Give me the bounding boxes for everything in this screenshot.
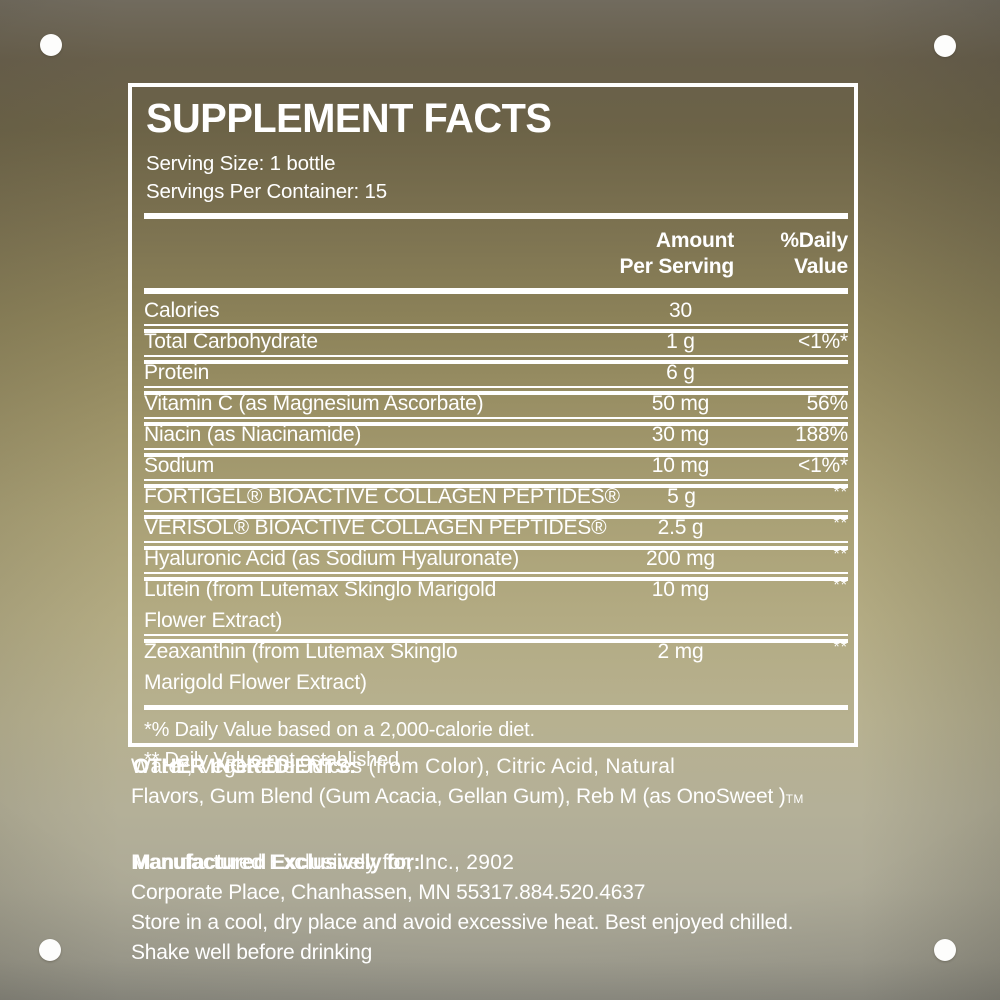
footnotes: *% Daily Value based on a 2,000-calorie … [144,715,848,775]
nutrient-amount: 30 [668,299,692,322]
nutrient-row: Niacin (as Niacinamide) 30 mg 188% [144,419,848,450]
row-separator [144,324,848,333]
nutrient-daily-value: 188% [795,423,848,446]
nutrient-row: Protein 6 g [144,357,848,388]
serving-size: Serving Size: 1 bottle [146,152,336,175]
nutrient-row: Sodium 10 mg <1%* [144,450,848,481]
nutrient-daily-value: ** [833,515,848,532]
nutrient-name: Hyaluronic Acid (as Sodium Hyaluronate) [144,547,520,570]
nutrient-amount: 5 g [667,485,696,508]
row-separator [144,448,848,457]
nutrient-name: Sodium [144,454,215,477]
trademark-suffix: TM [785,792,804,806]
nutrient-amount: 6 g [666,361,695,384]
row-separator [144,479,848,488]
nutrient-amount: 1 g [666,330,695,353]
nutrient-row: Calories 30 [144,295,848,326]
nutrient-amount: 10 mg [651,454,710,477]
nutrient-row: FORTIGEL® BIOACTIVE COLLAGEN PEPTIDES® 5 … [144,481,848,512]
nutrient-name: Protein [144,361,210,384]
nutrient-row: Lutein (from Lutemax Skinglo Marigold Flo… [144,574,848,636]
nutrient-name: VERISOL® BIOACTIVE COLLAGEN PEPTIDES® [144,516,607,539]
supplement-facts-panel: SUPPLEMENT FACTS Serving Size: 1 bottle … [128,83,858,771]
row-separator [144,386,848,395]
nutrient-daily-value: ** [833,577,848,594]
nutrient-amount: 50 mg [651,392,710,415]
nutrient-row: Vitamin C (as Magnesium Ascorbate) 50 mg 5… [144,388,848,419]
nutrient-name: Niacin (as Niacinamide) [144,423,362,446]
nutrient-daily-value: ** [833,546,848,563]
nutrient-amount: 200 mg [646,547,715,570]
nutrient-amount: 30 mg [651,423,710,446]
column-header-row: Amount Per Serving %Daily Value [144,219,848,288]
not-established-footnote: ** Daily Value not established [144,749,399,771]
nutrient-name: FORTIGEL® BIOACTIVE COLLAGEN PEPTIDES® [144,485,620,508]
nutrient-daily-value: <1%* [798,330,848,353]
nutrient-name: Total Carbohydrate [144,330,318,353]
section-rule [144,288,848,294]
manufacturer-block: Manufactured Exclusively for, Inc., 2902… [131,848,871,968]
nutrient-daily-value: ** [833,639,848,656]
screw-hole-dot-bottom-right [934,939,956,961]
other-ingredients-text-line2: Flavors, Gum Blend (Gum Acacia, Gellan G… [131,785,804,808]
nutrient-name: Lutein (from Lutemax Skinglo Marigold Flo… [144,578,497,632]
nutrient-row: Zeaxanthin (from Lutemax Skinglo Marigold… [144,636,848,698]
row-separator [144,572,848,581]
row-separator [144,355,848,364]
daily-value-footnote: *% Daily Value based on a 2,000-calorie … [144,719,535,741]
nutrient-amount: 10 mg [651,578,710,601]
row-separator [144,541,848,550]
other-ingredients-text: Water, Vegetable Juices (from Color), Ci… [131,755,676,778]
screw-hole-dot-top-left [40,34,62,56]
nutrient-daily-value: ** [833,484,848,501]
nutrient-daily-value: 56% [806,392,849,415]
nutrient-name: Calories [144,299,220,322]
section-rule [144,213,848,219]
manufacturer-line: Manufactured Exclusively for, Inc., 2902… [131,848,871,878]
nutrient-daily-value: <1%* [798,454,848,477]
other-ingredients-heading: OTHER INGREDIENTS: [133,755,356,778]
row-separator [144,634,848,643]
nutrient-rows: Calories 30 Total Carbohydrate 1 g <1%* Prote… [144,295,848,698]
percent-daily-value-header: %Daily Value [780,229,848,278]
row-separator [144,510,848,519]
row-separator [144,417,848,426]
nutrient-row: Total Carbohydrate 1 g <1%* [144,326,848,357]
section-rule [144,705,848,710]
manufacturer-address: Corporate Place, Chanhassen, MN 55317.88… [131,881,646,904]
panel-title: SUPPLEMENT FACTS [146,95,552,141]
nutrient-row: VERISOL® BIOACTIVE COLLAGEN PEPTIDES® 2.5… [144,512,848,543]
servings-per-container: Servings Per Container: 15 [146,180,387,203]
storage-instructions: Store in a cool, dry place and avoid exc… [131,911,794,934]
nutrient-name: Vitamin C (as Magnesium Ascorbate) [144,392,484,415]
shake-instructions: Shake well before drinking [131,941,373,964]
nutrient-amount: 2.5 g [657,516,704,539]
screw-hole-dot-bottom-left [39,939,61,961]
amount-per-serving-header: Amount Per Serving [619,229,734,278]
nutrient-amount: 2 mg [657,640,704,663]
screw-hole-dot-top-right [934,35,956,57]
other-ingredients-line: Water, Vegetable Juices (from Color), Ci… [131,752,871,782]
nutrient-name: Zeaxanthin (from Lutemax Skinglo Marigold… [144,640,458,694]
manufacturer-text: Manufactured Exclusively for, Inc., 2902 [131,851,515,874]
manufacturer-heading: Manufactured Exclusively for: [133,851,421,874]
nutrient-row: Hyaluronic Acid (as Sodium Hyaluronate) 2… [144,543,848,574]
below-panel-text: Water, Vegetable Juices (from Color), Ci… [131,752,871,968]
